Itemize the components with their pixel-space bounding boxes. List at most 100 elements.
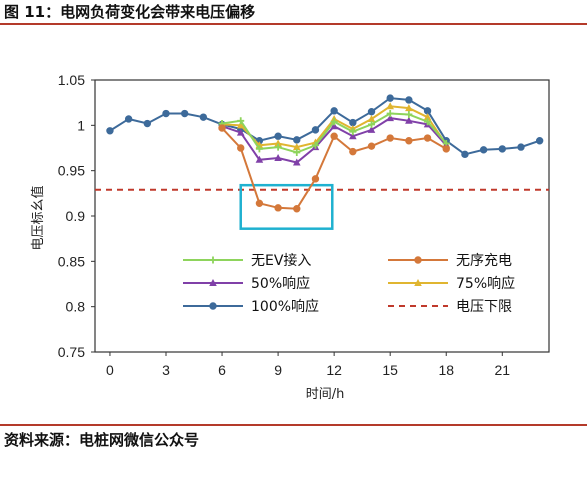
data-point (236, 121, 245, 129)
x-tick-label: 3 (162, 362, 170, 378)
data-point (330, 132, 338, 140)
legend-item: 75%响应 (388, 275, 515, 292)
x-tick-label: 15 (382, 362, 398, 378)
tick-labels: 0.75 0.8 0.85 0.9 0.95 1 1.05 0 3 6 9 12 15 18 21 (58, 72, 511, 378)
series-line (109, 97, 541, 156)
x-axis-label: 时间/h (306, 387, 345, 402)
data-point (386, 114, 394, 122)
legend-label: 50%响应 (251, 275, 310, 292)
data-point (330, 107, 338, 115)
data-point (423, 134, 432, 142)
legend-label: 100%响应 (251, 298, 319, 315)
data-point (124, 115, 133, 123)
data-point (349, 118, 357, 127)
data-point (479, 146, 488, 154)
legend-item: 无EV接入 (183, 252, 311, 269)
source-rule (0, 424, 587, 426)
data-point (237, 117, 245, 125)
data-point (423, 107, 432, 115)
data-point (498, 145, 506, 153)
figure-title: 图 11：电网负荷变化会带来电压偏移 (4, 3, 256, 21)
data-point (236, 128, 245, 136)
data-point (386, 134, 394, 142)
data-point (405, 104, 413, 112)
data-point (386, 110, 394, 118)
data-point (274, 204, 282, 212)
x-tick-label: 21 (495, 362, 511, 378)
data-point (405, 116, 413, 124)
legend-marker (414, 256, 422, 264)
data-point (367, 114, 376, 122)
data-point (349, 128, 357, 136)
data-point (367, 125, 376, 133)
series-4 (218, 124, 450, 213)
y-axis-label: 电压标幺值 (30, 185, 46, 250)
data-point (237, 144, 245, 152)
data-point (106, 127, 114, 135)
y-tick-label: 0.9 (66, 208, 86, 224)
data-point (349, 132, 357, 140)
data-point (180, 109, 189, 118)
legend-marker (209, 279, 217, 286)
data-point (293, 205, 301, 213)
y-tick-label: 0.85 (58, 253, 85, 269)
data-point (367, 108, 376, 116)
data-point (311, 175, 320, 183)
data-point (274, 143, 282, 151)
x-tick-label: 12 (326, 362, 342, 378)
legend-label: 无序充电 (456, 253, 512, 269)
highlight-box (239, 183, 334, 230)
data-point (386, 102, 394, 110)
data-point (162, 109, 170, 118)
series-3 (218, 110, 450, 157)
data-point (199, 113, 208, 121)
data-point (368, 120, 376, 128)
y-tick-label: 0.95 (58, 163, 85, 179)
data-point (143, 119, 152, 128)
data-point (535, 137, 544, 145)
data-point (386, 94, 394, 102)
data-point (218, 124, 226, 132)
data-point (311, 141, 319, 149)
legend-item: 50%响应 (183, 275, 310, 292)
x-tick-label: 6 (218, 362, 226, 378)
x-tick-label: 9 (274, 362, 282, 378)
data-point (424, 118, 432, 126)
legend-marker (209, 256, 217, 264)
y-tick-label: 0.8 (66, 299, 86, 315)
title-rule (0, 23, 587, 25)
y-tick-label: 0.75 (58, 344, 85, 360)
data-point (255, 155, 264, 163)
legend-marker (209, 302, 217, 310)
data-point (367, 142, 376, 150)
y-tick-label: 1 (77, 117, 85, 133)
x-tick-label: 18 (438, 362, 454, 378)
data-point (293, 149, 301, 157)
data-point (293, 136, 301, 144)
axes (91, 79, 550, 356)
data-point (423, 113, 432, 121)
legend-marker (414, 279, 422, 286)
legend-item: 100%响应 (183, 298, 319, 315)
data-point (292, 143, 301, 151)
data-point (255, 145, 263, 153)
voltage-chart: 0.75 0.8 0.85 0.9 0.95 1 1.05 0 3 6 9 12 15 18 21 无EV接… (30, 72, 550, 402)
data-point (274, 153, 282, 161)
data-point (517, 143, 525, 151)
data-point (442, 145, 450, 153)
legend: 无EV接入 无序充电 50%响应 75%响应 100%响应 电压下限 (183, 252, 515, 315)
data-point (405, 137, 413, 145)
legend-label: 无EV接入 (251, 252, 311, 269)
series-group (106, 94, 544, 213)
data-point (461, 150, 469, 159)
data-point (330, 118, 338, 126)
legend-label: 电压下限 (456, 299, 512, 315)
data-point (405, 110, 413, 118)
legend-item: 无序充电 (388, 253, 512, 269)
y-tick-label: 1.05 (58, 72, 85, 88)
x-tick-label: 0 (106, 362, 114, 378)
data-point (330, 122, 338, 130)
data-point (349, 147, 357, 156)
data-point (274, 139, 282, 147)
highlight-box-group (239, 183, 334, 230)
